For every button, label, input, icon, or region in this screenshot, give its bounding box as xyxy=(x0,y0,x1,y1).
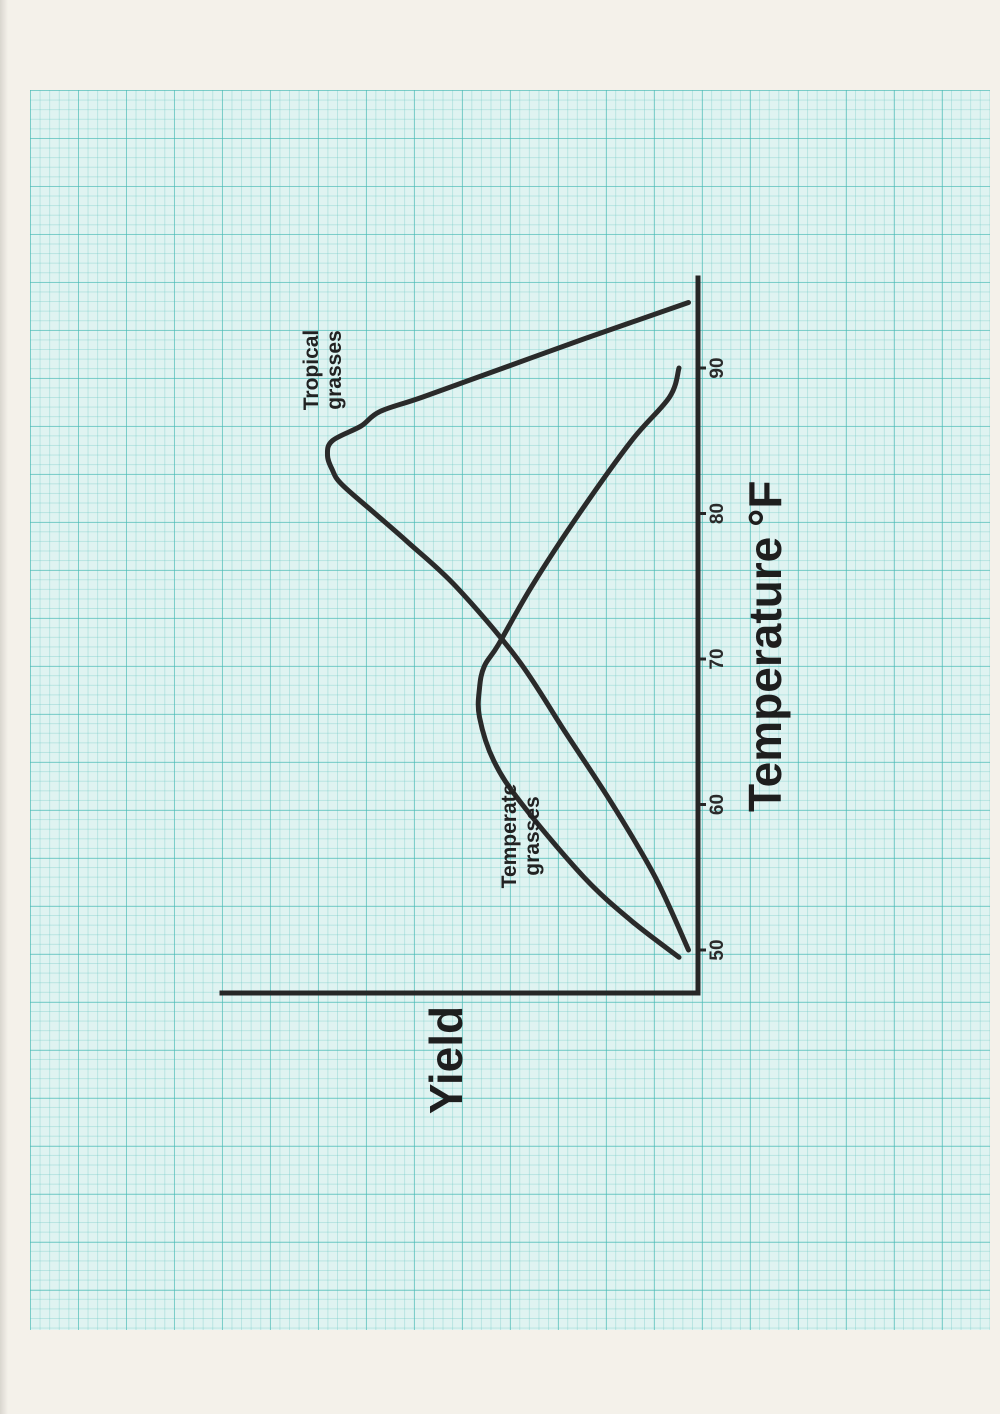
series-label-line: Temperate xyxy=(498,784,521,889)
x-axis-unit: °F xyxy=(739,481,791,528)
series-label-line: grasses xyxy=(521,796,544,875)
y-axis-label: Yield xyxy=(420,1006,472,1114)
series-label-tropical-grasses: Tropical grasses xyxy=(300,330,346,411)
x-tick-label: 60 xyxy=(707,794,728,815)
x-tick-label: 90 xyxy=(707,357,728,378)
x-axis-label: Temperature °F xyxy=(739,481,791,813)
x-tick-label: 50 xyxy=(707,939,728,960)
x-axis-ticks: 50 60 70 80 90 xyxy=(698,357,728,961)
graph-paper-background xyxy=(30,90,990,1330)
series-label-line: grasses xyxy=(323,330,346,409)
series-label-line: Tropical xyxy=(300,330,323,411)
x-tick-label: 80 xyxy=(707,503,728,524)
x-axis-title: Temperature xyxy=(739,537,791,812)
chart-axes xyxy=(219,275,701,996)
series-curve-temperate-grasses xyxy=(475,365,682,960)
chart-curves xyxy=(324,300,691,960)
series-curve-tropical-grasses xyxy=(324,300,691,953)
x-tick-label: 70 xyxy=(707,648,728,669)
series-label-temperate-grasses: Temperate grasses xyxy=(498,784,544,889)
paper-edge xyxy=(0,0,8,1414)
